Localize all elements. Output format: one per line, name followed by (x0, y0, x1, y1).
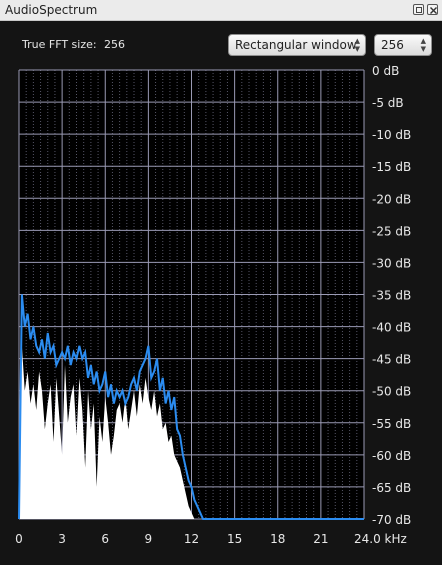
y-tick-label: 0 dB (372, 64, 399, 78)
spinner-arrows-icon: ▲ ▼ (355, 37, 360, 53)
y-tick-label: -30 dB (372, 256, 411, 270)
fft-size-select-value: 256 (381, 38, 404, 52)
y-tick-label: -15 dB (372, 160, 411, 174)
x-tick-label: 18 (270, 532, 285, 546)
x-tick-label: 21 (313, 532, 328, 546)
x-tick-label: 15 (227, 532, 242, 546)
window-title: AudioSpectrum (5, 3, 97, 17)
fft-size-label: True FFT size: (22, 38, 97, 51)
window-type-select[interactable]: Rectangular window ▲ ▼ (228, 34, 366, 56)
fft-size-value: 256 (104, 38, 125, 51)
x-tick-label: 24.0 kHz (354, 532, 407, 546)
spinner-arrows-icon: ▲ ▼ (421, 37, 426, 53)
y-tick-label: -45 dB (372, 353, 411, 367)
x-tick-label: 9 (145, 532, 153, 546)
y-tick-label: -5 dB (372, 96, 404, 110)
y-tick-label: -20 dB (372, 192, 411, 206)
y-tick-label: -65 dB (372, 481, 411, 495)
restore-glyph (414, 5, 425, 16)
close-icon[interactable] (427, 4, 438, 15)
x-tick-label: 0 (15, 532, 23, 546)
window-type-value: Rectangular window (235, 38, 357, 52)
y-tick-label: -60 dB (372, 449, 411, 463)
y-tick-label: -55 dB (372, 417, 411, 431)
title-bar: AudioSpectrum (0, 0, 442, 21)
x-tick-label: 6 (101, 532, 109, 546)
y-tick-label: -40 dB (372, 321, 411, 335)
y-tick-label: -70 dB (372, 513, 411, 527)
x-tick-label: 12 (184, 532, 199, 546)
y-tick-label: -50 dB (372, 385, 411, 399)
spectrum-chart: 0 dB -5 dB -10 dB -15 dB -20 dB -25 dB -30 dB -… (0, 60, 442, 565)
x-tick-label: 3 (58, 532, 66, 546)
y-tick-label: -35 dB (372, 289, 411, 303)
y-tick-label: -10 dB (372, 128, 411, 142)
restore-icon[interactable] (413, 4, 424, 15)
fft-size-select[interactable]: 256 ▲ ▼ (374, 34, 432, 56)
y-tick-label: -25 dB (372, 224, 411, 238)
close-glyph (428, 5, 439, 16)
